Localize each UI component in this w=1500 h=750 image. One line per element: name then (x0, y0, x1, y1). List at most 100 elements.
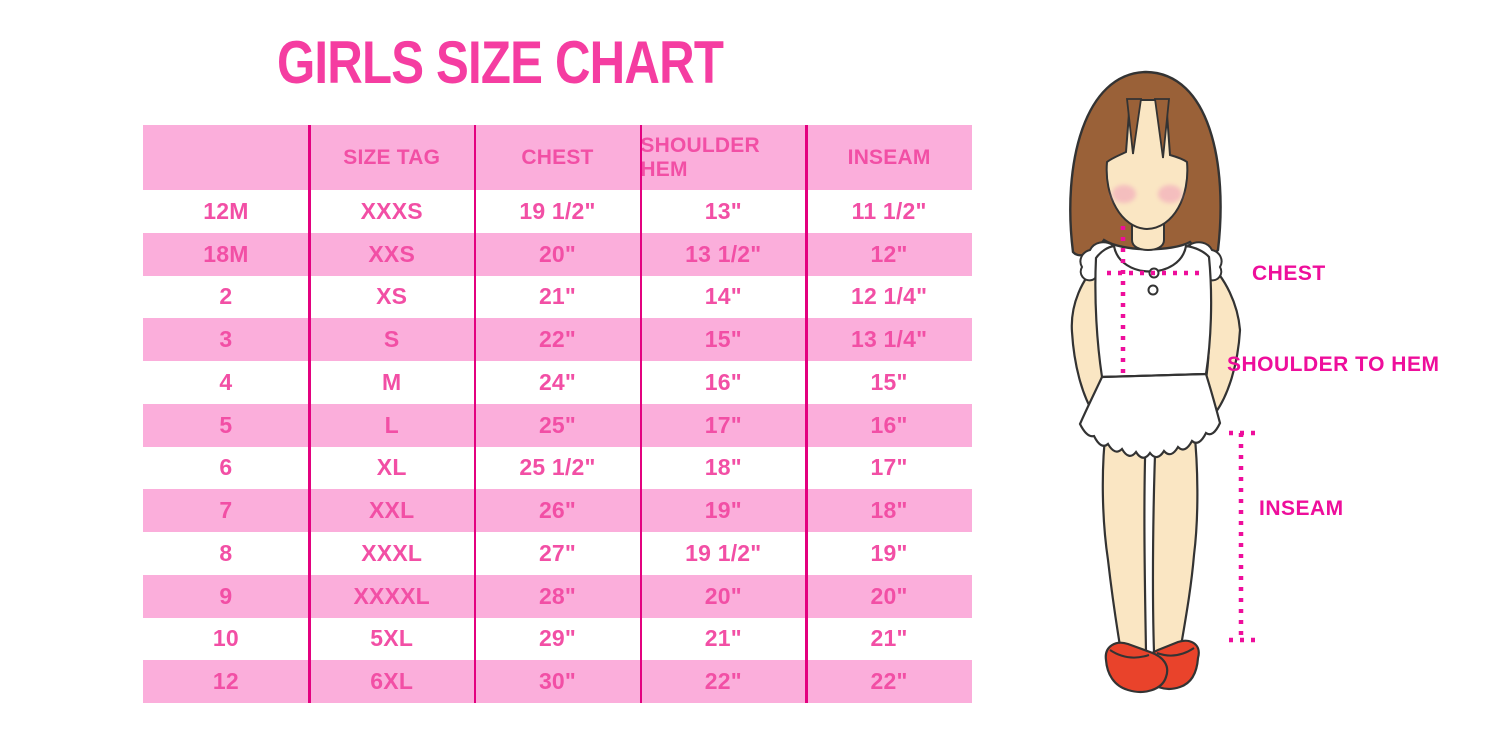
table-cell: 17" (704, 411, 742, 438)
table-cell: 5XL (370, 625, 414, 652)
girl-right-shoe-strap (1156, 647, 1195, 657)
table-cell: 8 (219, 539, 233, 566)
table-cell: 18" (704, 454, 742, 481)
table-cell: 16" (704, 368, 742, 395)
table-cell: 20" (704, 582, 742, 609)
table-cell: 13 1/2" (685, 240, 762, 267)
table-cell: 25 1/2" (519, 454, 596, 481)
table-cell: 19 1/2" (519, 197, 596, 224)
table-cell: 13 1/4" (850, 326, 928, 353)
table-cell: 20" (870, 582, 908, 609)
table-cell: S (383, 326, 400, 353)
table-cell: 6XL (370, 668, 414, 695)
table-cell: 12 (212, 668, 239, 695)
table-row: 6 XL 25 1/2" 18" 17" (143, 447, 972, 490)
table-cell: 27" (538, 539, 577, 566)
table-cell: XXXS (360, 197, 423, 224)
table-cell: XXS (368, 240, 415, 267)
table-row: 2 XS 21" 14" 12 1/4" (143, 276, 972, 319)
table-cell: L (384, 411, 399, 438)
table-cell: 12 1/4" (850, 283, 928, 310)
table-cell: XS (376, 283, 408, 310)
table-cell: 14" (704, 283, 742, 310)
table-header-row: SIZE TAG CHEST SHOULDER HEM INSEAM (143, 125, 972, 190)
dress-bodice (1094, 244, 1213, 379)
table-cell: M (382, 368, 402, 395)
column-divider (639, 125, 643, 703)
table-body: 12M XXXS 19 1/2" 13" 11 1/2" 18M XXS 20" 13 1/2"… (143, 190, 972, 703)
table-cell: 10 (212, 625, 239, 652)
table-row: 18M XXS 20" 13 1/2" 12" (143, 232, 972, 276)
table-cell: 25" (538, 411, 577, 438)
table-cell: XXL (369, 497, 415, 524)
column-divider (473, 125, 477, 703)
table-cell: 15" (870, 368, 908, 395)
table-cell: 7 (219, 497, 233, 524)
table-row: 7 XXL 26" 19" 18" (143, 489, 972, 532)
table-header-cell (143, 125, 309, 190)
page-title: GIRLS SIZE CHART (276, 29, 724, 96)
table-cell: 24" (538, 368, 577, 395)
table-cell: 19" (704, 497, 742, 524)
girl-cheek (1112, 185, 1136, 203)
size-table: SIZE TAG CHEST SHOULDER HEM INSEAM 12M XX… (143, 125, 972, 703)
table-row: 10 5XL 29" 21" 21" (143, 618, 972, 661)
table-row: 3 S 22" 15" 13 1/4" (143, 318, 972, 361)
table-cell: 20" (538, 240, 577, 267)
table-cell: 22" (538, 326, 577, 353)
table-cell: 19" (870, 539, 908, 566)
table-row: 12 6XL 30" 22" 22" (143, 660, 972, 703)
table-cell: 5 (219, 411, 233, 438)
table-header-cell: INSEAM (847, 145, 931, 169)
girl-left-shoe-strap (1109, 649, 1150, 659)
table-header-cell: SHOULDER HEM (640, 133, 760, 181)
table-cell: 22" (704, 668, 742, 695)
table-cell: 30" (538, 668, 577, 695)
girl-left-leg (1101, 426, 1148, 654)
table-cell: 28" (538, 582, 577, 609)
table-cell: 12" (870, 240, 908, 267)
table-cell: 18" (870, 497, 908, 524)
table-cell: 9 (219, 582, 233, 609)
column-divider (805, 125, 808, 703)
chest-label: CHEST (1252, 262, 1326, 285)
table-cell: XXXL (361, 539, 423, 566)
girl-cheek (1158, 185, 1182, 203)
table-cell: 3 (219, 326, 233, 353)
table-cell: 11 1/2" (851, 197, 927, 224)
table-header-cell: SIZE TAG (343, 145, 441, 169)
table-cell: 21" (704, 625, 742, 652)
table-cell: 29" (538, 625, 577, 652)
table-cell: 17" (870, 454, 908, 481)
table-row: 8 XXXL 27" 19 1/2" 19" (143, 532, 972, 575)
table-cell: 16" (870, 411, 908, 438)
girl-right-leg (1151, 426, 1199, 654)
table-cell: XL (376, 454, 407, 481)
girl-bang-spike (1125, 98, 1143, 155)
table-cell: 6 (219, 454, 233, 481)
table-cell: 26" (538, 497, 577, 524)
dress-waist-seam (1101, 373, 1207, 378)
table-row: 9 XXXXL 28" 20" 20" (143, 574, 972, 618)
table-cell: 13" (704, 197, 742, 224)
girl-illustration (1069, 70, 1256, 694)
inseam-label: INSEAM (1259, 497, 1344, 520)
table-cell: 19 1/2" (685, 539, 762, 566)
table-cell: 18M (203, 240, 249, 267)
dress-skirt (1078, 372, 1222, 459)
table-cell: 2 (219, 283, 233, 310)
table-header-cell: CHEST (521, 145, 594, 169)
shoulder-to-hem-label: SHOULDER TO HEM (1227, 353, 1440, 376)
dress-button (1147, 284, 1159, 296)
table-cell: 22" (870, 668, 908, 695)
table-cell: 12M (203, 197, 249, 224)
table-cell: 4 (219, 368, 233, 395)
table-row: 4 M 24" 16" 15" (143, 361, 972, 404)
girl-bang-spike (1153, 98, 1170, 159)
table-cell: 21" (870, 625, 908, 652)
table-cell: 15" (704, 326, 742, 353)
column-divider (308, 125, 311, 703)
table-cell: XXXXL (353, 582, 430, 609)
table-row: 12M XXXS 19 1/2" 13" 11 1/2" (143, 190, 972, 233)
